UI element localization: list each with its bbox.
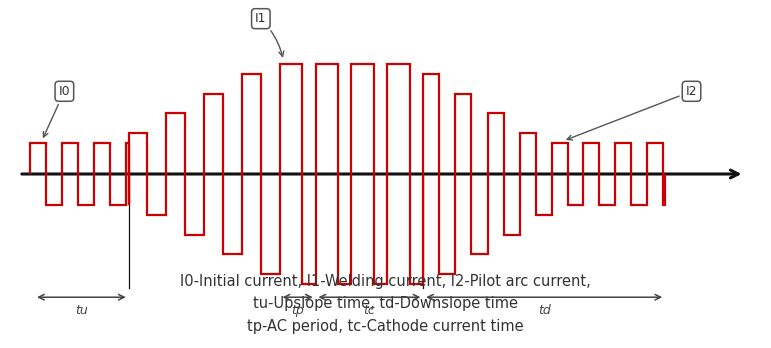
Text: tc: tc: [364, 304, 375, 317]
Text: td: td: [538, 304, 550, 317]
Text: I0-Initial current, I1-Welding current, I2-Pilot arc current,
tu-Upslope time, t: I0-Initial current, I1-Welding current, …: [180, 274, 591, 333]
Text: tp: tp: [291, 304, 304, 317]
Text: I0: I0: [43, 85, 70, 137]
Text: I2: I2: [567, 85, 697, 140]
Text: I1: I1: [255, 12, 284, 56]
Text: tu: tu: [75, 304, 88, 317]
